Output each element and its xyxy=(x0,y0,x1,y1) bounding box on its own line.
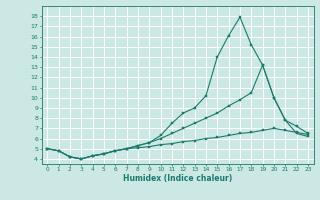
X-axis label: Humidex (Indice chaleur): Humidex (Indice chaleur) xyxy=(123,174,232,183)
